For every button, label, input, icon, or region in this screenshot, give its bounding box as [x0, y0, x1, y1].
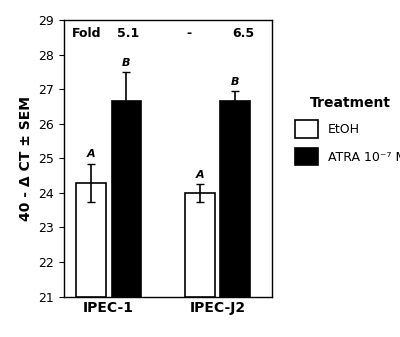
- Legend: EtOH, ATRA 10⁻⁷ M: EtOH, ATRA 10⁻⁷ M: [286, 87, 400, 174]
- Y-axis label: 40 - Δ CT ± SEM: 40 - Δ CT ± SEM: [19, 96, 33, 221]
- Text: B: B: [122, 58, 131, 68]
- Text: 5.1: 5.1: [117, 27, 140, 40]
- Text: A: A: [86, 149, 95, 159]
- Text: -: -: [186, 27, 191, 40]
- Text: A: A: [195, 170, 204, 180]
- Text: Fold: Fold: [72, 27, 102, 40]
- Bar: [112, 101, 141, 297]
- Bar: [185, 193, 214, 297]
- Bar: [220, 101, 250, 297]
- Bar: [76, 183, 106, 297]
- Text: 6.5: 6.5: [232, 27, 254, 40]
- Text: B: B: [231, 77, 240, 87]
